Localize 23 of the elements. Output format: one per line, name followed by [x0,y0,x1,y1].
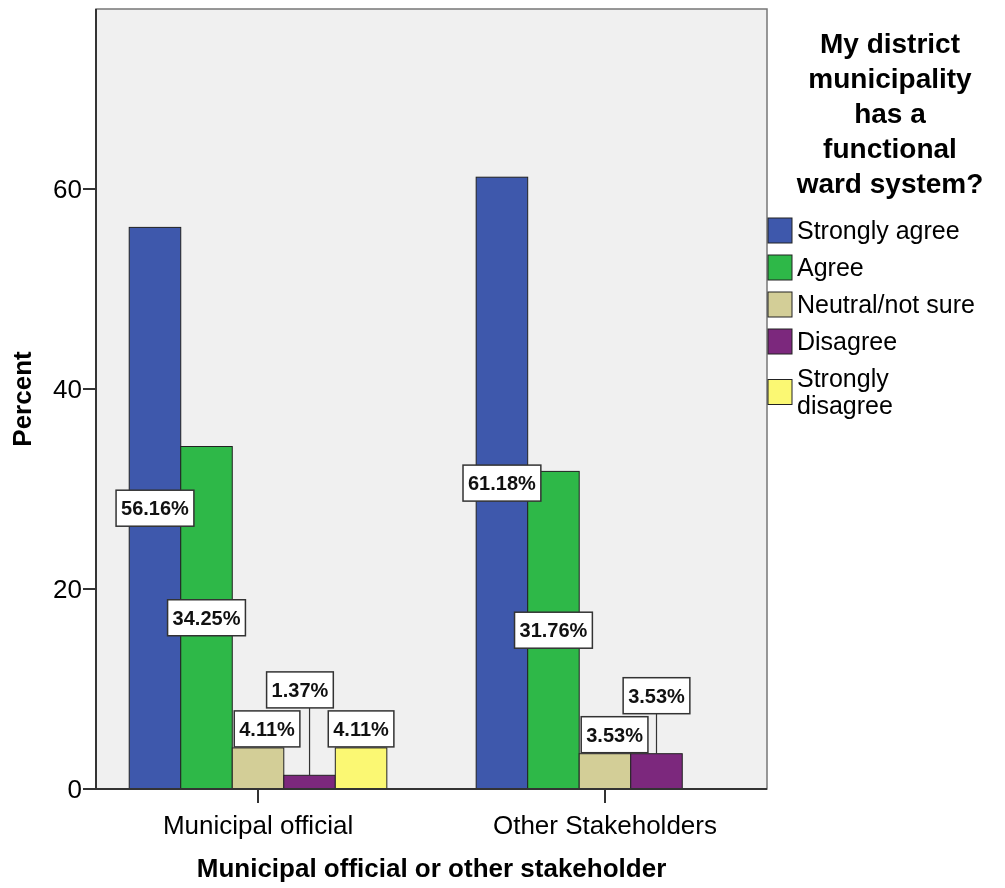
data-label: 3.53% [628,684,686,707]
y-tick-label: 40 [53,374,82,405]
data-label: 34.25% [172,606,241,629]
y-tick-label: 20 [53,574,82,605]
legend-label: Strongly disagree [797,364,893,420]
x-tick-label: Municipal official [162,810,354,841]
x-axis-title: Municipal official or other stakeholder [196,853,667,884]
y-axis-title: Percent [7,350,38,447]
x-tick-label: Other Stakeholders [492,810,717,841]
legend-label: Neutral/not sure [797,290,975,319]
data-label: 61.18% [468,472,537,495]
data-label: 4.11% [239,717,296,740]
y-tick-label: 0 [67,774,82,805]
legend-label: Disagree [797,327,898,356]
legend-label: Strongly agree [797,216,960,245]
data-label: 4.11% [333,717,390,740]
data-label: 1.37% [271,678,329,701]
y-tick-label: 60 [53,174,82,205]
data-label: 56.16% [121,497,190,520]
legend-label: Agree [797,253,864,282]
data-label: 31.76% [519,619,588,642]
legend-title: My district municipality has a functional ward system? [795,27,984,199]
data-label: 3.53% [586,723,644,746]
